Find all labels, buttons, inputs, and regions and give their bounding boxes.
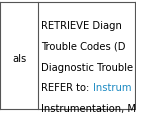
- Text: Instrum: Instrum: [93, 83, 131, 93]
- Text: Diagnostic Trouble: Diagnostic Trouble: [41, 63, 133, 73]
- Text: Trouble Codes (D: Trouble Codes (D: [41, 42, 125, 52]
- Text: Instrumentation, M: Instrumentation, M: [41, 104, 136, 114]
- Text: RETRIEVE Diagn: RETRIEVE Diagn: [41, 21, 122, 31]
- Text: REFER to:: REFER to:: [41, 83, 92, 93]
- Text: als: als: [12, 54, 26, 64]
